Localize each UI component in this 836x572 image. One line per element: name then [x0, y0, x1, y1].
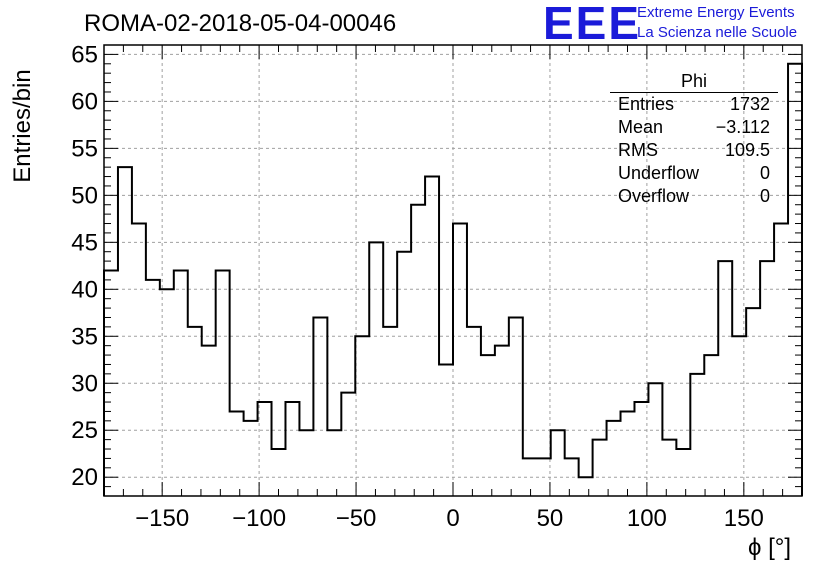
- histogram-bin: [718, 261, 732, 496]
- chart-title: ROMA-02-2018-05-04-00046: [84, 10, 397, 37]
- histogram-bin: [411, 205, 425, 496]
- histogram-bin: [579, 477, 593, 496]
- histogram-bin: [244, 421, 258, 496]
- histogram-bin: [467, 327, 481, 496]
- x-tick-label: −100: [232, 505, 286, 532]
- y-axis-label: Entries/bin: [9, 69, 36, 183]
- histogram-bin: [146, 280, 160, 496]
- stats-value: 1732: [729, 94, 770, 114]
- x-tick-label: −50: [336, 505, 377, 532]
- histogram-bin: [593, 440, 607, 496]
- histogram-bin: [272, 449, 286, 496]
- y-tick-label: 35: [71, 323, 98, 350]
- histogram-bin: [299, 430, 313, 496]
- histogram-bin: [230, 411, 244, 496]
- stats-label: Underflow: [618, 163, 700, 183]
- stats-row: Underflow 0: [610, 162, 778, 185]
- logo-line-1: Extreme Energy Events: [637, 4, 795, 21]
- histogram-bin: [565, 458, 579, 496]
- stats-label: Entries: [618, 94, 675, 114]
- x-tick-label: 0: [446, 505, 459, 532]
- stats-label: Overflow: [618, 186, 690, 206]
- histogram-bin: [202, 346, 216, 496]
- histogram-bin: [537, 458, 551, 496]
- y-tick-label: 65: [71, 41, 98, 68]
- histogram-bin: [341, 393, 355, 496]
- histogram-bin: [216, 271, 230, 497]
- histogram-bin: [621, 411, 635, 496]
- x-tick-label: 150: [724, 505, 764, 532]
- histogram-bin: [509, 317, 523, 496]
- histogram-bin: [132, 224, 146, 496]
- histogram-bin: [174, 271, 188, 497]
- histogram-bin: [313, 317, 327, 496]
- histogram-bin: [160, 289, 174, 496]
- stats-value: 0: [759, 186, 770, 206]
- histogram-bin: [118, 167, 132, 496]
- histogram-bin: [648, 383, 662, 496]
- histogram-outline: [103, 62, 803, 496]
- histogram-bin: [383, 327, 397, 496]
- histogram-bin: [746, 308, 760, 496]
- histogram-bin: [188, 327, 202, 496]
- stats-row: Mean −3.112: [610, 116, 778, 139]
- stats-label: RMS: [618, 140, 658, 160]
- y-tick-label: 20: [71, 464, 98, 491]
- stats-value: 109.5: [724, 140, 770, 160]
- histogram-bin: [704, 355, 718, 496]
- histogram-bin: [690, 374, 704, 496]
- stats-row: RMS 109.5: [610, 139, 778, 162]
- histogram-bin: [760, 261, 774, 496]
- histogram-bin: [369, 242, 383, 496]
- stats-box: Phi Entries 1732 Mean −3.112 RMS 109.5 Underfl…: [610, 72, 778, 208]
- stats-title: Phi: [610, 72, 778, 93]
- x-tick-label: 100: [627, 505, 667, 532]
- y-tick-label: 60: [71, 88, 98, 115]
- histogram-bin: [258, 402, 272, 496]
- y-tick-label: 30: [71, 370, 98, 397]
- x-tick-label: 50: [537, 505, 564, 532]
- eee-logo: EEE: [543, 0, 642, 49]
- histogram-bin: [327, 430, 341, 496]
- histogram-bin: [355, 336, 369, 496]
- histogram-bin: [634, 402, 648, 496]
- y-tick-label: 55: [71, 135, 98, 162]
- stats-row: Entries 1732: [610, 93, 778, 116]
- histogram-bin: [774, 224, 788, 496]
- histogram-bin: [495, 346, 509, 496]
- stats-value: −3.112: [715, 117, 770, 137]
- histogram-bin: [732, 336, 746, 496]
- stats-label: Mean: [618, 117, 664, 137]
- histogram-bin: [662, 440, 676, 496]
- y-tick-label: 45: [71, 229, 98, 256]
- stats-value: 0: [759, 163, 770, 183]
- x-axis-label: ϕ [°]: [748, 534, 792, 561]
- histogram-bin: [425, 177, 439, 496]
- histogram-bin: [453, 224, 467, 496]
- histogram-bin: [676, 449, 690, 496]
- y-tick-label: 25: [71, 417, 98, 444]
- histogram-bin: [285, 402, 299, 496]
- x-tick-label: −150: [135, 505, 189, 532]
- logo-line-2: La Scienza nelle Scuole: [637, 24, 798, 41]
- stats-row: Overflow 0: [610, 185, 778, 208]
- histogram-bin: [607, 421, 621, 496]
- histogram-bin: [481, 355, 495, 496]
- histogram-bin: [523, 458, 537, 496]
- y-tick-label: 40: [71, 276, 98, 303]
- histogram-bin: [439, 364, 453, 496]
- y-tick-label: 50: [71, 182, 98, 209]
- histogram-bin: [551, 430, 565, 496]
- histogram-bin: [397, 252, 411, 496]
